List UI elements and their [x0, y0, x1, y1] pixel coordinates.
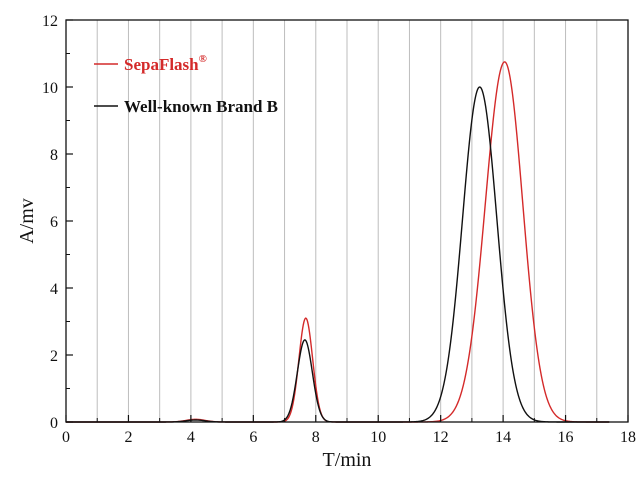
- x-tick-label: 10: [370, 429, 386, 446]
- y-tick-label: 12: [42, 13, 58, 30]
- x-tick-label: 0: [62, 429, 70, 446]
- y-tick-label: 2: [50, 348, 58, 365]
- x-tick-label: 2: [124, 429, 132, 446]
- x-tick-label: 18: [620, 429, 636, 446]
- y-tick-label: 6: [50, 214, 58, 231]
- y-tick-label: 4: [50, 281, 58, 298]
- legend-label-sepaflash: SepaFlash®: [124, 53, 207, 74]
- y-tick-label: 10: [42, 80, 58, 97]
- x-tick-label: 16: [558, 429, 574, 446]
- y-tick-label: 0: [50, 415, 58, 432]
- x-tick-label: 14: [495, 429, 511, 446]
- legend: SepaFlash® Well-known Brand B: [94, 53, 278, 116]
- axis-ticks: [65, 19, 629, 423]
- gridlines: [96, 20, 598, 422]
- tick-labels: 0 2 4 6 8 10 12 14 16 18 0 2 4 6 8 10 12: [42, 13, 636, 446]
- legend-label-brand-b: Well-known Brand B: [124, 97, 278, 116]
- x-tick-label: 8: [312, 429, 320, 446]
- y-axis-title: A/mv: [16, 198, 38, 244]
- registered-mark: ®: [199, 53, 207, 65]
- x-tick-label: 6: [249, 429, 257, 446]
- x-tick-label: 4: [187, 429, 195, 446]
- x-tick-label: 12: [433, 429, 449, 446]
- x-axis-title: T/min: [323, 449, 372, 471]
- y-tick-label: 8: [50, 147, 58, 164]
- legend-name-sepaflash: SepaFlash: [124, 55, 199, 74]
